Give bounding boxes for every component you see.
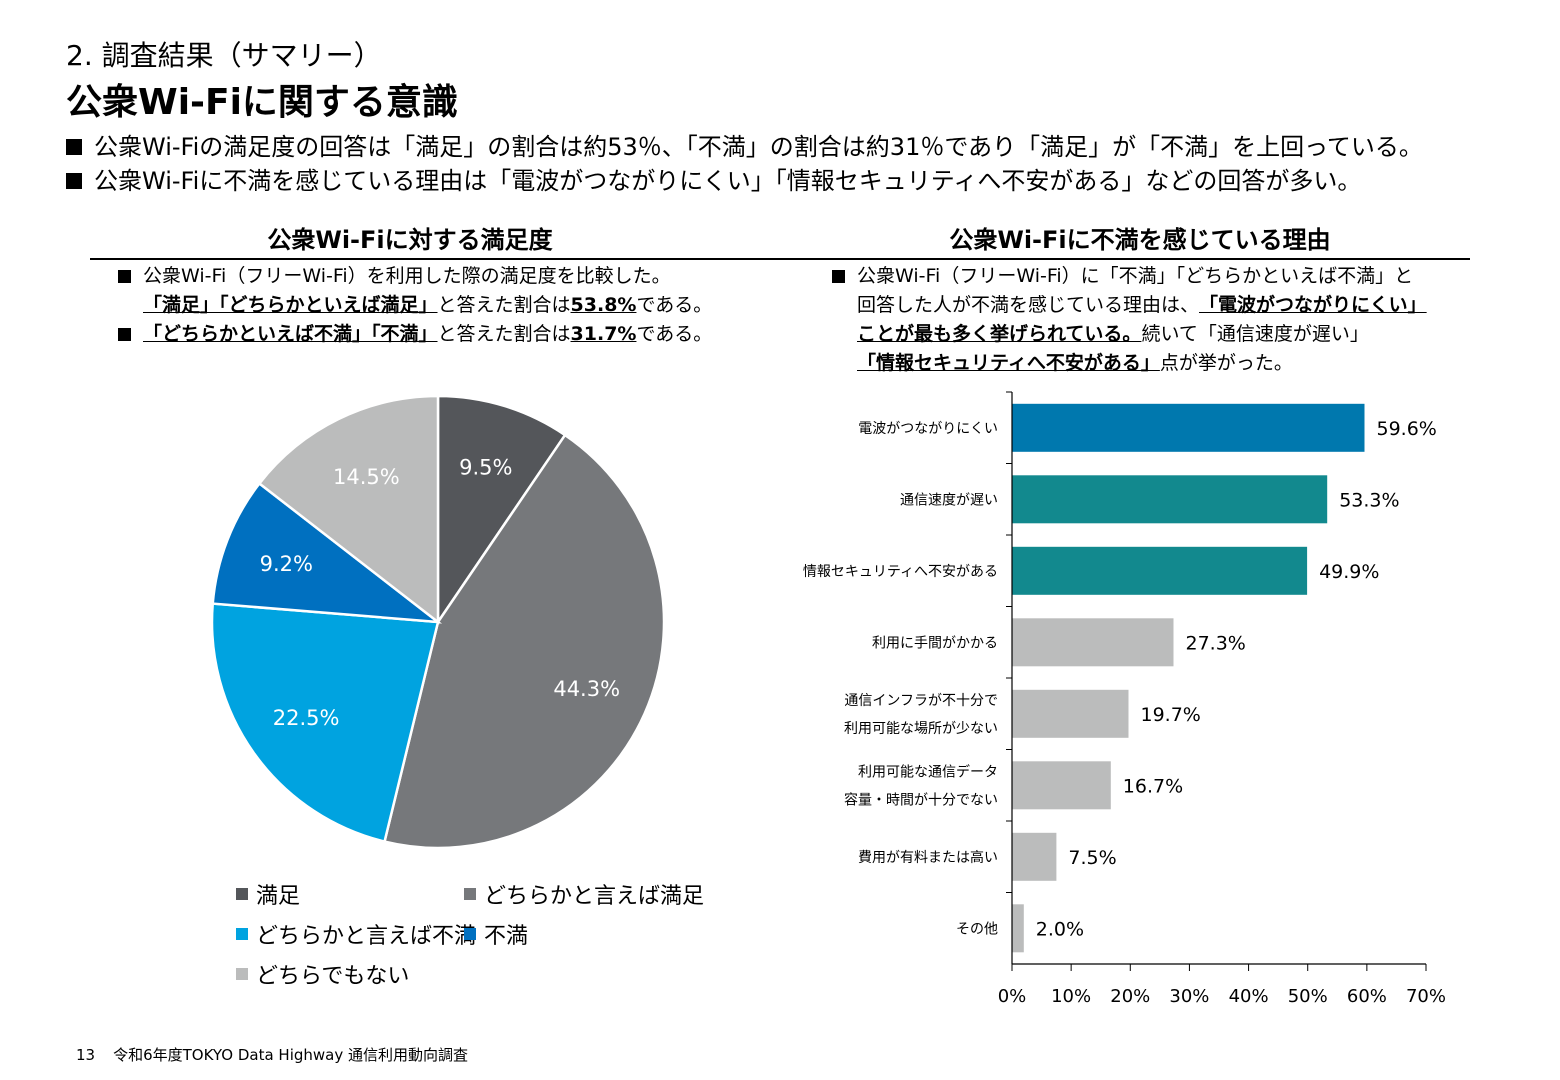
category-label: その他 [956, 921, 998, 937]
x-tick-label: 30% [1169, 986, 1209, 1007]
legend-item-neither: どちらでもない [236, 958, 409, 990]
footer: 13 令和6年度TOKYO Data Highway 通信利用動向調査 [76, 1044, 486, 1065]
right-note-top-reason: 「電波がつながりにくい」 [1199, 294, 1427, 316]
page-title: 公衆Wi-Fiに関する意識 [66, 82, 458, 123]
bar [1012, 761, 1111, 810]
category-label: 費用が有料または高い [858, 849, 998, 866]
bullet-square-icon [118, 328, 131, 341]
x-tick-label: 10% [1051, 986, 1091, 1007]
left-note-satisfied-em: 「満足」「どちらかといえば満足」 [143, 294, 438, 316]
bar-value-label: 19.7% [1141, 704, 1201, 726]
pie-slice-label: 14.5% [333, 465, 400, 489]
bar [1012, 546, 1308, 595]
x-tick-label: 20% [1110, 986, 1150, 1007]
legend-swatch [464, 928, 476, 940]
left-note-dissatisfied-value: 31.7% [570, 323, 637, 345]
left-note-text: と答えた割合は [437, 294, 571, 316]
legend-swatch [236, 968, 248, 980]
left-panel-title: 公衆Wi-Fiに対する満足度 [267, 226, 553, 254]
bullet-square-icon [66, 173, 82, 189]
right-panel-note: 公衆Wi-Fi（フリーWi-Fi）に「不満」「どちらかといえば不満」と 回答した… [832, 262, 1427, 378]
bar-value-label: 2.0% [1036, 918, 1084, 940]
category-label: 容量・時間が十分でない [844, 791, 998, 808]
footer-source: 令和6年度TOKYO Data Highway 通信利用動向調査 [113, 1046, 468, 1064]
pie-slice [257, 394, 440, 625]
pie-slice-label: 9.2% [260, 552, 313, 576]
right-note-emphasis: ことが最も多く挙げられている。 [857, 323, 1142, 345]
satisfaction-pie-chart: 9.5% 44.3% 22.5% 9.2% 14.5% [210, 394, 666, 850]
bullet-square-icon [66, 139, 82, 155]
bar [1012, 475, 1328, 524]
bullet-square-icon [118, 270, 131, 283]
right-note-text: 続いて「通信速度が遅い」 [1141, 323, 1369, 345]
x-tick-label: 40% [1229, 986, 1269, 1007]
x-tick-label: 70% [1406, 986, 1446, 1007]
bar-value-label: 27.3% [1186, 632, 1246, 654]
right-panel-title: 公衆Wi-Fiに不満を感じている理由 [949, 226, 1331, 254]
left-note-text: である。 [636, 294, 713, 316]
pie-slice [436, 394, 567, 627]
left-panel-note: 公衆Wi-Fi（フリーWi-Fi）を利用した際の満足度を比較した。 「満足」「ど… [118, 262, 712, 349]
bar-value-label: 16.7% [1123, 775, 1183, 797]
legend-item-satisfied: 満足 [236, 878, 300, 910]
bar [1012, 689, 1129, 738]
x-tick-label: 60% [1347, 986, 1387, 1007]
bar [1012, 403, 1365, 452]
right-note-text: 回答した人が不満を感じている理由は、 [857, 294, 1200, 316]
summary-line-2: 公衆Wi-Fiに不満を感じている理由は「電波がつながりにくい」「情報セキュリティ… [66, 164, 1423, 198]
summary-line-1: 公衆Wi-Fiの満足度の回答は「満足」の割合は約53％、「不満」の割合は約31％… [66, 130, 1423, 164]
category-label: 通信インフラが不十分で [844, 693, 998, 709]
left-note-dissatisfied-em: 「どちらかといえば不満」「不満」 [143, 323, 438, 345]
category-label: 通信速度が遅い [900, 492, 998, 508]
pie-slice-label: 22.5% [273, 706, 340, 730]
x-tick-label: 0% [998, 986, 1027, 1007]
right-note-security-reason: 「情報セキュリティへ不安がある」 [857, 352, 1160, 374]
category-label: 電波がつながりにくい [858, 421, 998, 437]
right-note-text: 点が挙がった。 [1159, 352, 1293, 374]
left-note-satisfied-value: 53.8% [570, 294, 637, 316]
pie-slice-label: 9.5% [459, 456, 512, 480]
section-label: 2. 調査結果（サマリー） [66, 39, 382, 72]
summary-block: 公衆Wi-Fiの満足度の回答は「満足」の割合は約53％、「不満」の割合は約31％… [66, 130, 1423, 198]
category-label: 情報セキュリティへ不安がある [803, 564, 998, 580]
bar [1012, 904, 1024, 953]
left-note-text: と答えた割合は [437, 323, 571, 345]
x-tick-label: 50% [1288, 986, 1328, 1007]
legend-swatch [236, 888, 248, 900]
legend-swatch [236, 928, 248, 940]
left-note-text: である。 [636, 323, 713, 345]
bar-value-label: 7.5% [1068, 847, 1116, 869]
pie-slice [210, 602, 440, 844]
category-label: 利用可能な場所が少ない [844, 721, 998, 737]
pie-slice [211, 481, 443, 624]
bar [1012, 618, 1174, 667]
pie-slice [383, 433, 666, 850]
legend-item-somewhat-satisfied: どちらかと言えば満足 [464, 878, 704, 910]
panel-title-rule [90, 258, 1470, 260]
page-number: 13 [76, 1046, 96, 1064]
bar-value-label: 59.6% [1377, 418, 1437, 440]
pie-slice-label: 44.3% [553, 677, 620, 701]
bullet-square-icon [832, 270, 845, 283]
bar [1012, 832, 1057, 881]
bar-value-label: 49.9% [1319, 561, 1379, 583]
right-note-line1: 公衆Wi-Fi（フリーWi-Fi）に「不満」「どちらかといえば不満」と [857, 265, 1414, 287]
bar-value-label: 53.3% [1339, 489, 1399, 511]
legend-item-dissatisfied: 不満 [464, 918, 528, 950]
dissatisfaction-reasons-bar-chart: 59.6% 電波がつながりにくい 53.3% 通信速度が遅い 49.9% 情報セキュリティ… [803, 391, 1446, 1007]
legend-swatch [464, 888, 476, 900]
left-note-line1: 公衆Wi-Fi（フリーWi-Fi）を利用した際の満足度を比較した。 [143, 265, 671, 287]
legend-item-somewhat-dissatisfied: どちらかと言えば不満 [236, 918, 476, 950]
category-label: 利用可能な通信データ [858, 763, 998, 780]
category-label: 利用に手間がかかる [872, 635, 998, 651]
